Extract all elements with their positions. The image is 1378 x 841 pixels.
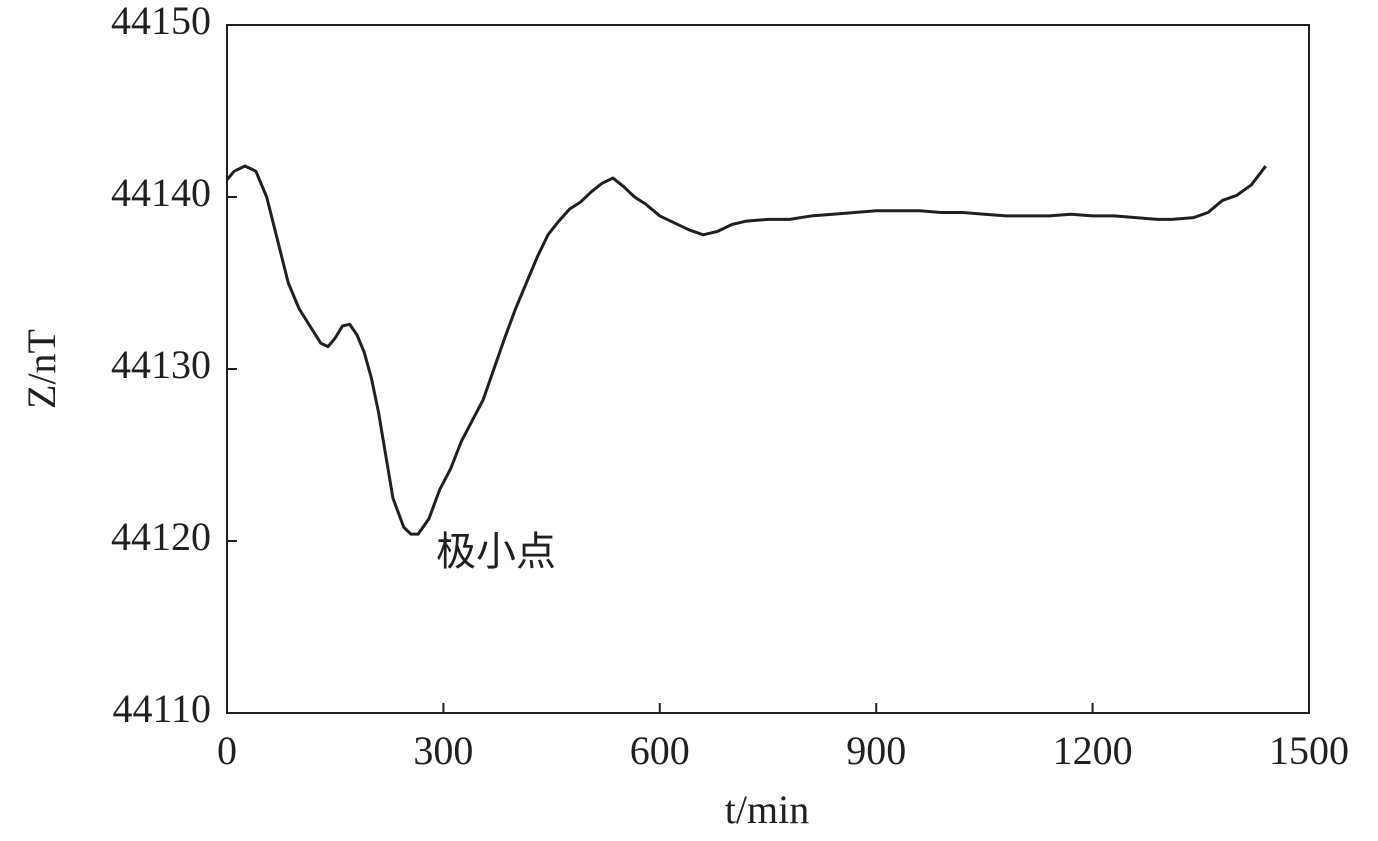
x-tick-label: 0	[217, 728, 237, 773]
y-tick-label: 44150	[111, 0, 211, 43]
x-axis-label: t/min	[725, 787, 809, 832]
y-tick-label: 44130	[111, 342, 211, 387]
data-line	[225, 164, 1267, 536]
y-tick-label: 44120	[111, 514, 211, 559]
x-tick-label: 1200	[1053, 728, 1133, 773]
plot-frame	[226, 24, 1310, 714]
y-tick-label: 44140	[111, 170, 211, 215]
annotation: 极小点	[436, 529, 556, 574]
y-tick-label: 44110	[112, 686, 211, 731]
x-tick-label: 1500	[1269, 728, 1349, 773]
x-tick-label: 900	[846, 728, 906, 773]
y-axis-label: Z/nT	[19, 329, 64, 409]
x-tick-label: 300	[413, 728, 473, 773]
x-tick-label: 600	[630, 728, 690, 773]
